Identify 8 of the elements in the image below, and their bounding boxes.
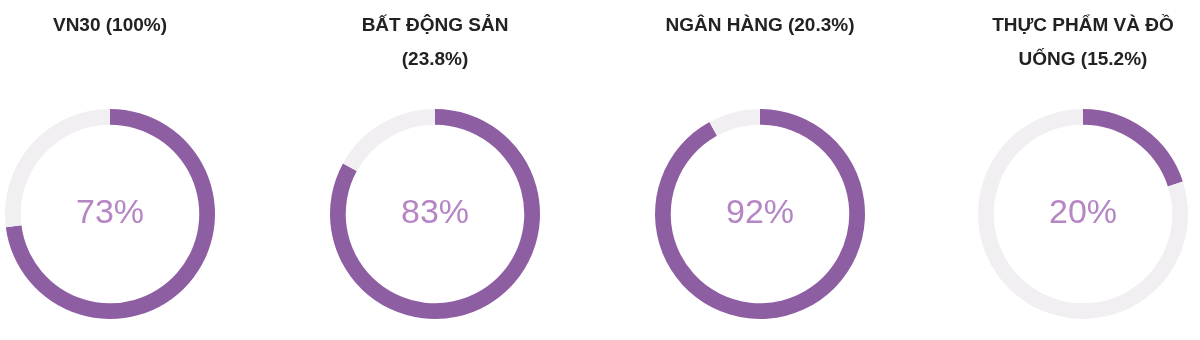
chart-title: THỰC PHẨM VÀ ĐỒ UỐNG (15.2%): [991, 13, 1175, 71]
text: 20%: [1048, 192, 1118, 231]
chart-title: VN30 (100%): [51, 13, 169, 37]
text: 92%: [725, 192, 795, 231]
chart-title: BẤT ĐỘNG SẢN (23.8%): [360, 13, 510, 71]
text: 83%: [400, 192, 470, 231]
chart-title: NGÂN HÀNG (20.3%): [664, 13, 856, 37]
text: 73%: [75, 192, 145, 231]
